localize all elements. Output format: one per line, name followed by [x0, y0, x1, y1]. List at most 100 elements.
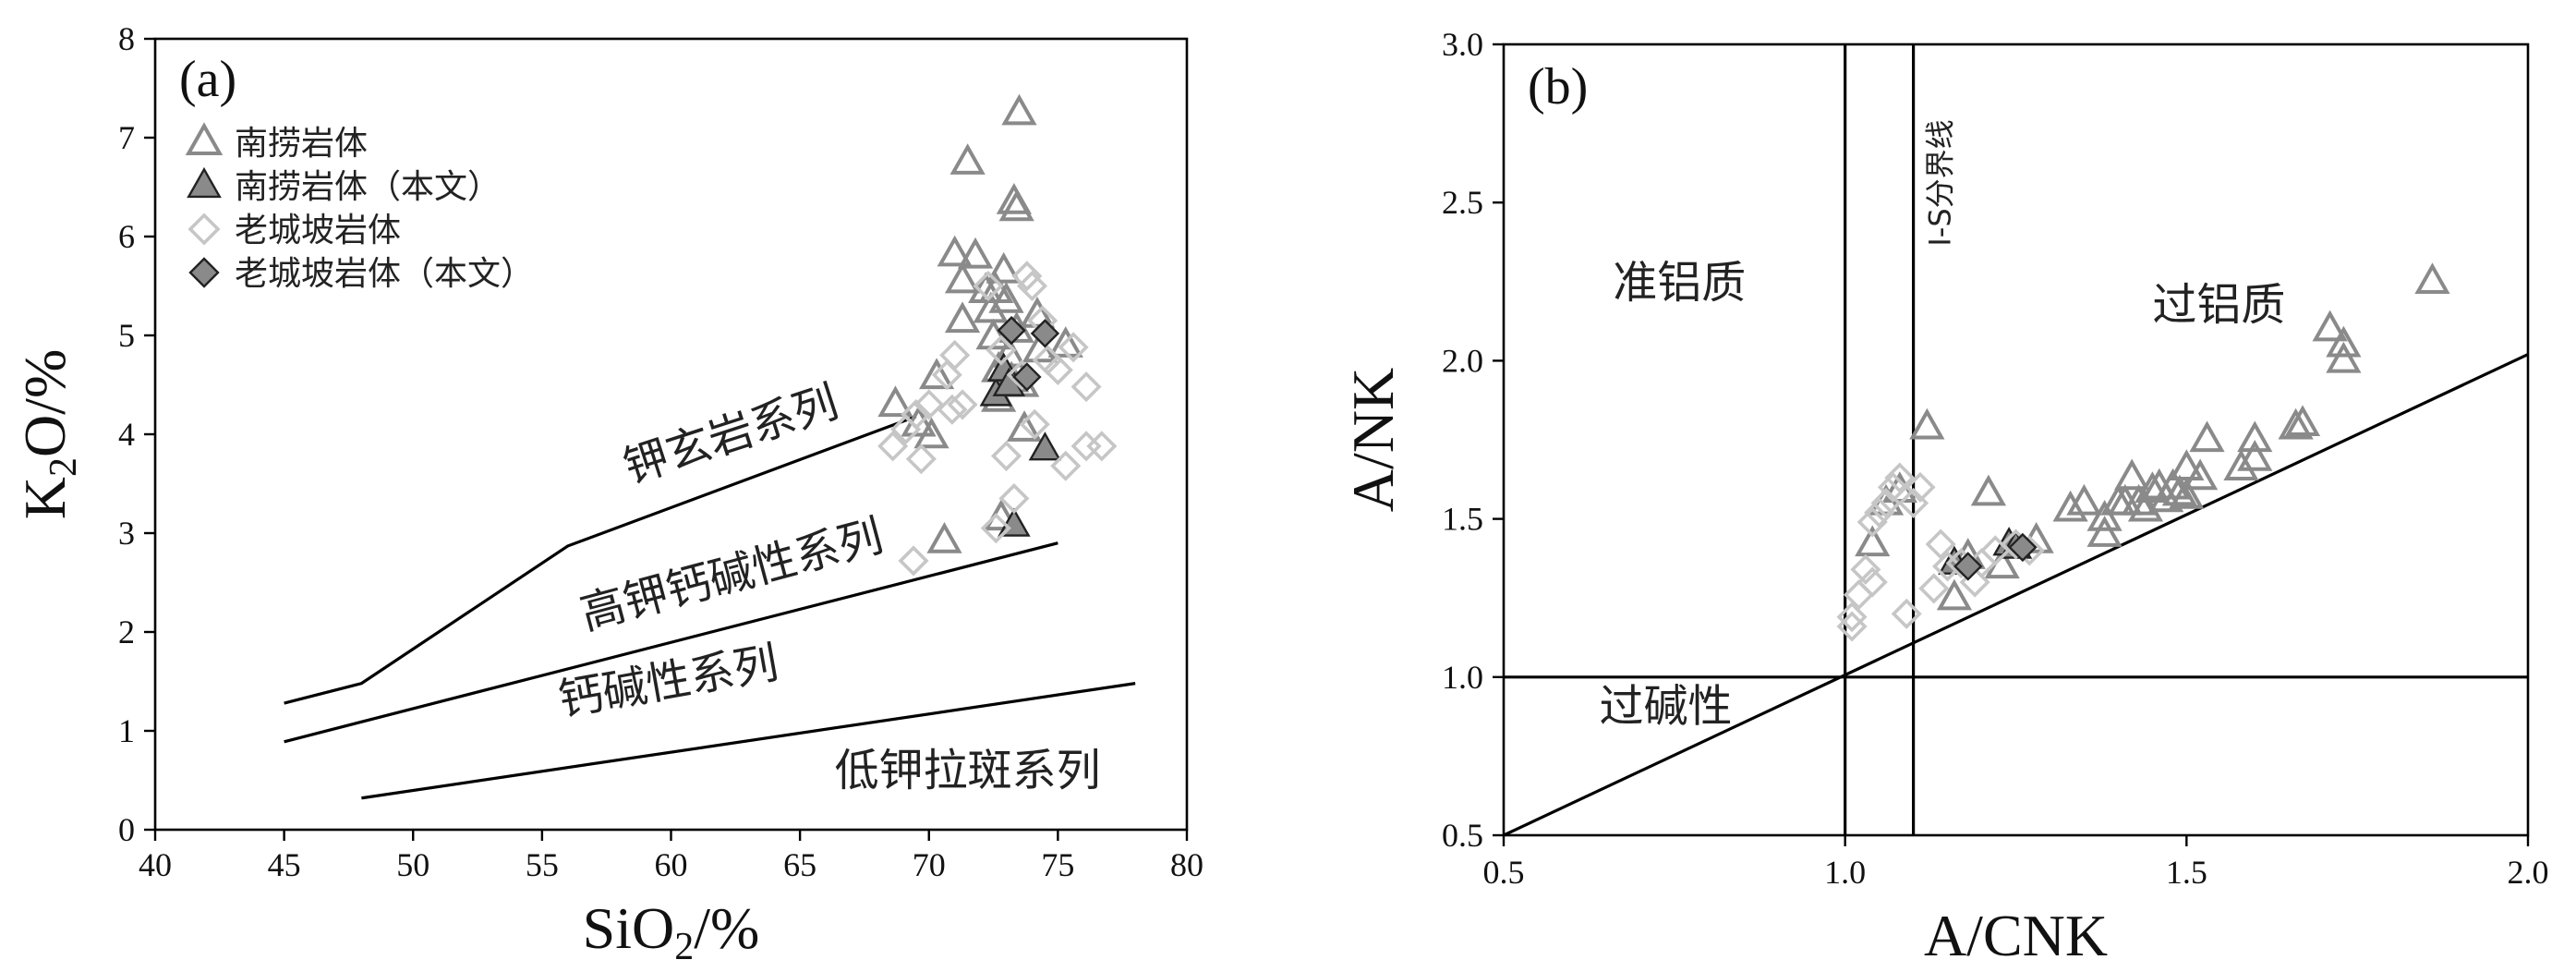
data-point	[905, 443, 937, 475]
data-point	[998, 483, 1030, 515]
data-point	[1855, 525, 1891, 557]
data-point	[1006, 410, 1043, 442]
data-point	[1012, 362, 1042, 392]
x-tick-label: 1.5	[2166, 854, 2207, 891]
legend-item: 南捞岩体（本文）	[187, 166, 501, 206]
y-title-subscript: 2	[42, 457, 85, 477]
panel-a-series-boundaries	[284, 415, 1136, 800]
data-point	[1070, 431, 1102, 462]
data-point	[1850, 553, 1881, 585]
data-point	[2183, 458, 2219, 491]
data-point	[2278, 407, 2314, 440]
data-point	[2284, 405, 2321, 437]
data-point	[986, 334, 1017, 366]
region-label: 过碱性	[1600, 681, 1733, 733]
data-point	[913, 389, 945, 420]
x-tick-label: 2.0	[2508, 854, 2549, 891]
y-title-main: K	[12, 477, 78, 519]
data-point	[1856, 566, 1888, 598]
series-boundary-line	[361, 682, 1136, 800]
region-label: 高钾钙碱性系列	[575, 510, 889, 640]
data-point	[973, 291, 1009, 323]
legend-label: 老城坡岩体（本文）	[235, 255, 534, 293]
panel-b-data-points	[1836, 262, 2450, 642]
y-tick-label: 1.0	[1442, 659, 1483, 696]
data-point	[1042, 354, 1073, 385]
y-tick-label: 7	[118, 119, 135, 156]
y-tick-label: 1	[118, 712, 135, 749]
panel-b-ticks: 0.5 1.0 1.5 2.0 0.5 1.0 1.5 2.0 2.5 3.0	[1442, 26, 2549, 891]
data-point	[901, 399, 932, 431]
panel-b-x-axis-title: A/CNK	[1924, 903, 2108, 968]
data-point	[980, 513, 1011, 544]
data-point	[2326, 341, 2362, 373]
y-tick-label: 3	[118, 515, 135, 552]
data-point	[998, 189, 1034, 222]
data-point	[2114, 458, 2150, 491]
data-point	[975, 318, 1011, 350]
data-point	[949, 143, 986, 175]
panel-b-y-axis-title: A/NK	[1340, 368, 1406, 512]
legend-item: 老城坡岩体（本文）	[188, 255, 534, 293]
data-point	[1891, 598, 1922, 629]
panel-a-y-axis-title: K2O/%	[12, 349, 85, 520]
data-point	[931, 359, 962, 391]
legend-label: 南捞岩体	[235, 125, 368, 163]
panel-a-x-axis-title: SiO2/%	[583, 895, 760, 968]
panel-b-label: (b)	[1528, 58, 1588, 115]
x-tick-label: 0.5	[1483, 854, 1525, 891]
data-point	[2169, 449, 2205, 480]
data-point	[1047, 326, 1083, 358]
data-point	[2326, 325, 2362, 358]
data-point	[2189, 420, 2225, 453]
legend-item: 老城坡岩体	[187, 212, 401, 249]
data-point	[877, 431, 909, 462]
series-boundary-line	[284, 415, 917, 705]
region-label: 过铝质	[2152, 279, 2285, 331]
y-tick-label: 5	[118, 317, 135, 354]
data-point	[2223, 449, 2259, 480]
data-point	[1001, 93, 1037, 126]
x-title-subscript: 2	[674, 926, 694, 968]
data-point	[1932, 551, 1964, 582]
data-point	[939, 339, 971, 371]
data-point	[1086, 431, 1118, 462]
data-point	[1918, 573, 1950, 604]
data-point	[2237, 439, 2273, 471]
legend-marker	[188, 257, 220, 288]
data-point	[1843, 579, 1874, 611]
data-point	[937, 394, 968, 425]
x-tick-label: 60	[655, 846, 688, 883]
legend-marker	[187, 213, 221, 246]
data-point	[2008, 532, 2038, 563]
x-tick-label: 70	[913, 846, 946, 883]
data-point	[947, 389, 978, 420]
data-point	[1905, 471, 1936, 503]
data-point	[919, 358, 955, 390]
y-tick-label: 0.5	[1442, 817, 1483, 854]
data-point	[1877, 471, 1908, 503]
x-tick-label: 50	[396, 846, 429, 883]
data-point	[2086, 500, 2122, 531]
data-point	[2169, 478, 2205, 509]
region-label: 低钾拉斑系列	[835, 745, 1101, 796]
data-point	[997, 315, 1026, 346]
data-point	[1970, 474, 2007, 506]
data-point	[944, 301, 981, 334]
legend-label: 南捞岩体（本文）	[235, 168, 501, 206]
x-title-main: SiO	[583, 895, 675, 961]
x-tick-label: 1.0	[1824, 854, 1866, 891]
panel-a-data-points	[877, 93, 1118, 577]
y-tick-label: 4	[118, 416, 135, 453]
data-point	[2312, 310, 2348, 342]
data-point	[1836, 611, 1868, 642]
data-point	[913, 417, 949, 449]
data-point	[1864, 497, 1895, 529]
region-label: 钾玄岩系列	[618, 376, 845, 493]
data-point	[990, 440, 1022, 472]
y-tick-label: 2.5	[1442, 184, 1483, 221]
data-point	[2066, 483, 2102, 516]
